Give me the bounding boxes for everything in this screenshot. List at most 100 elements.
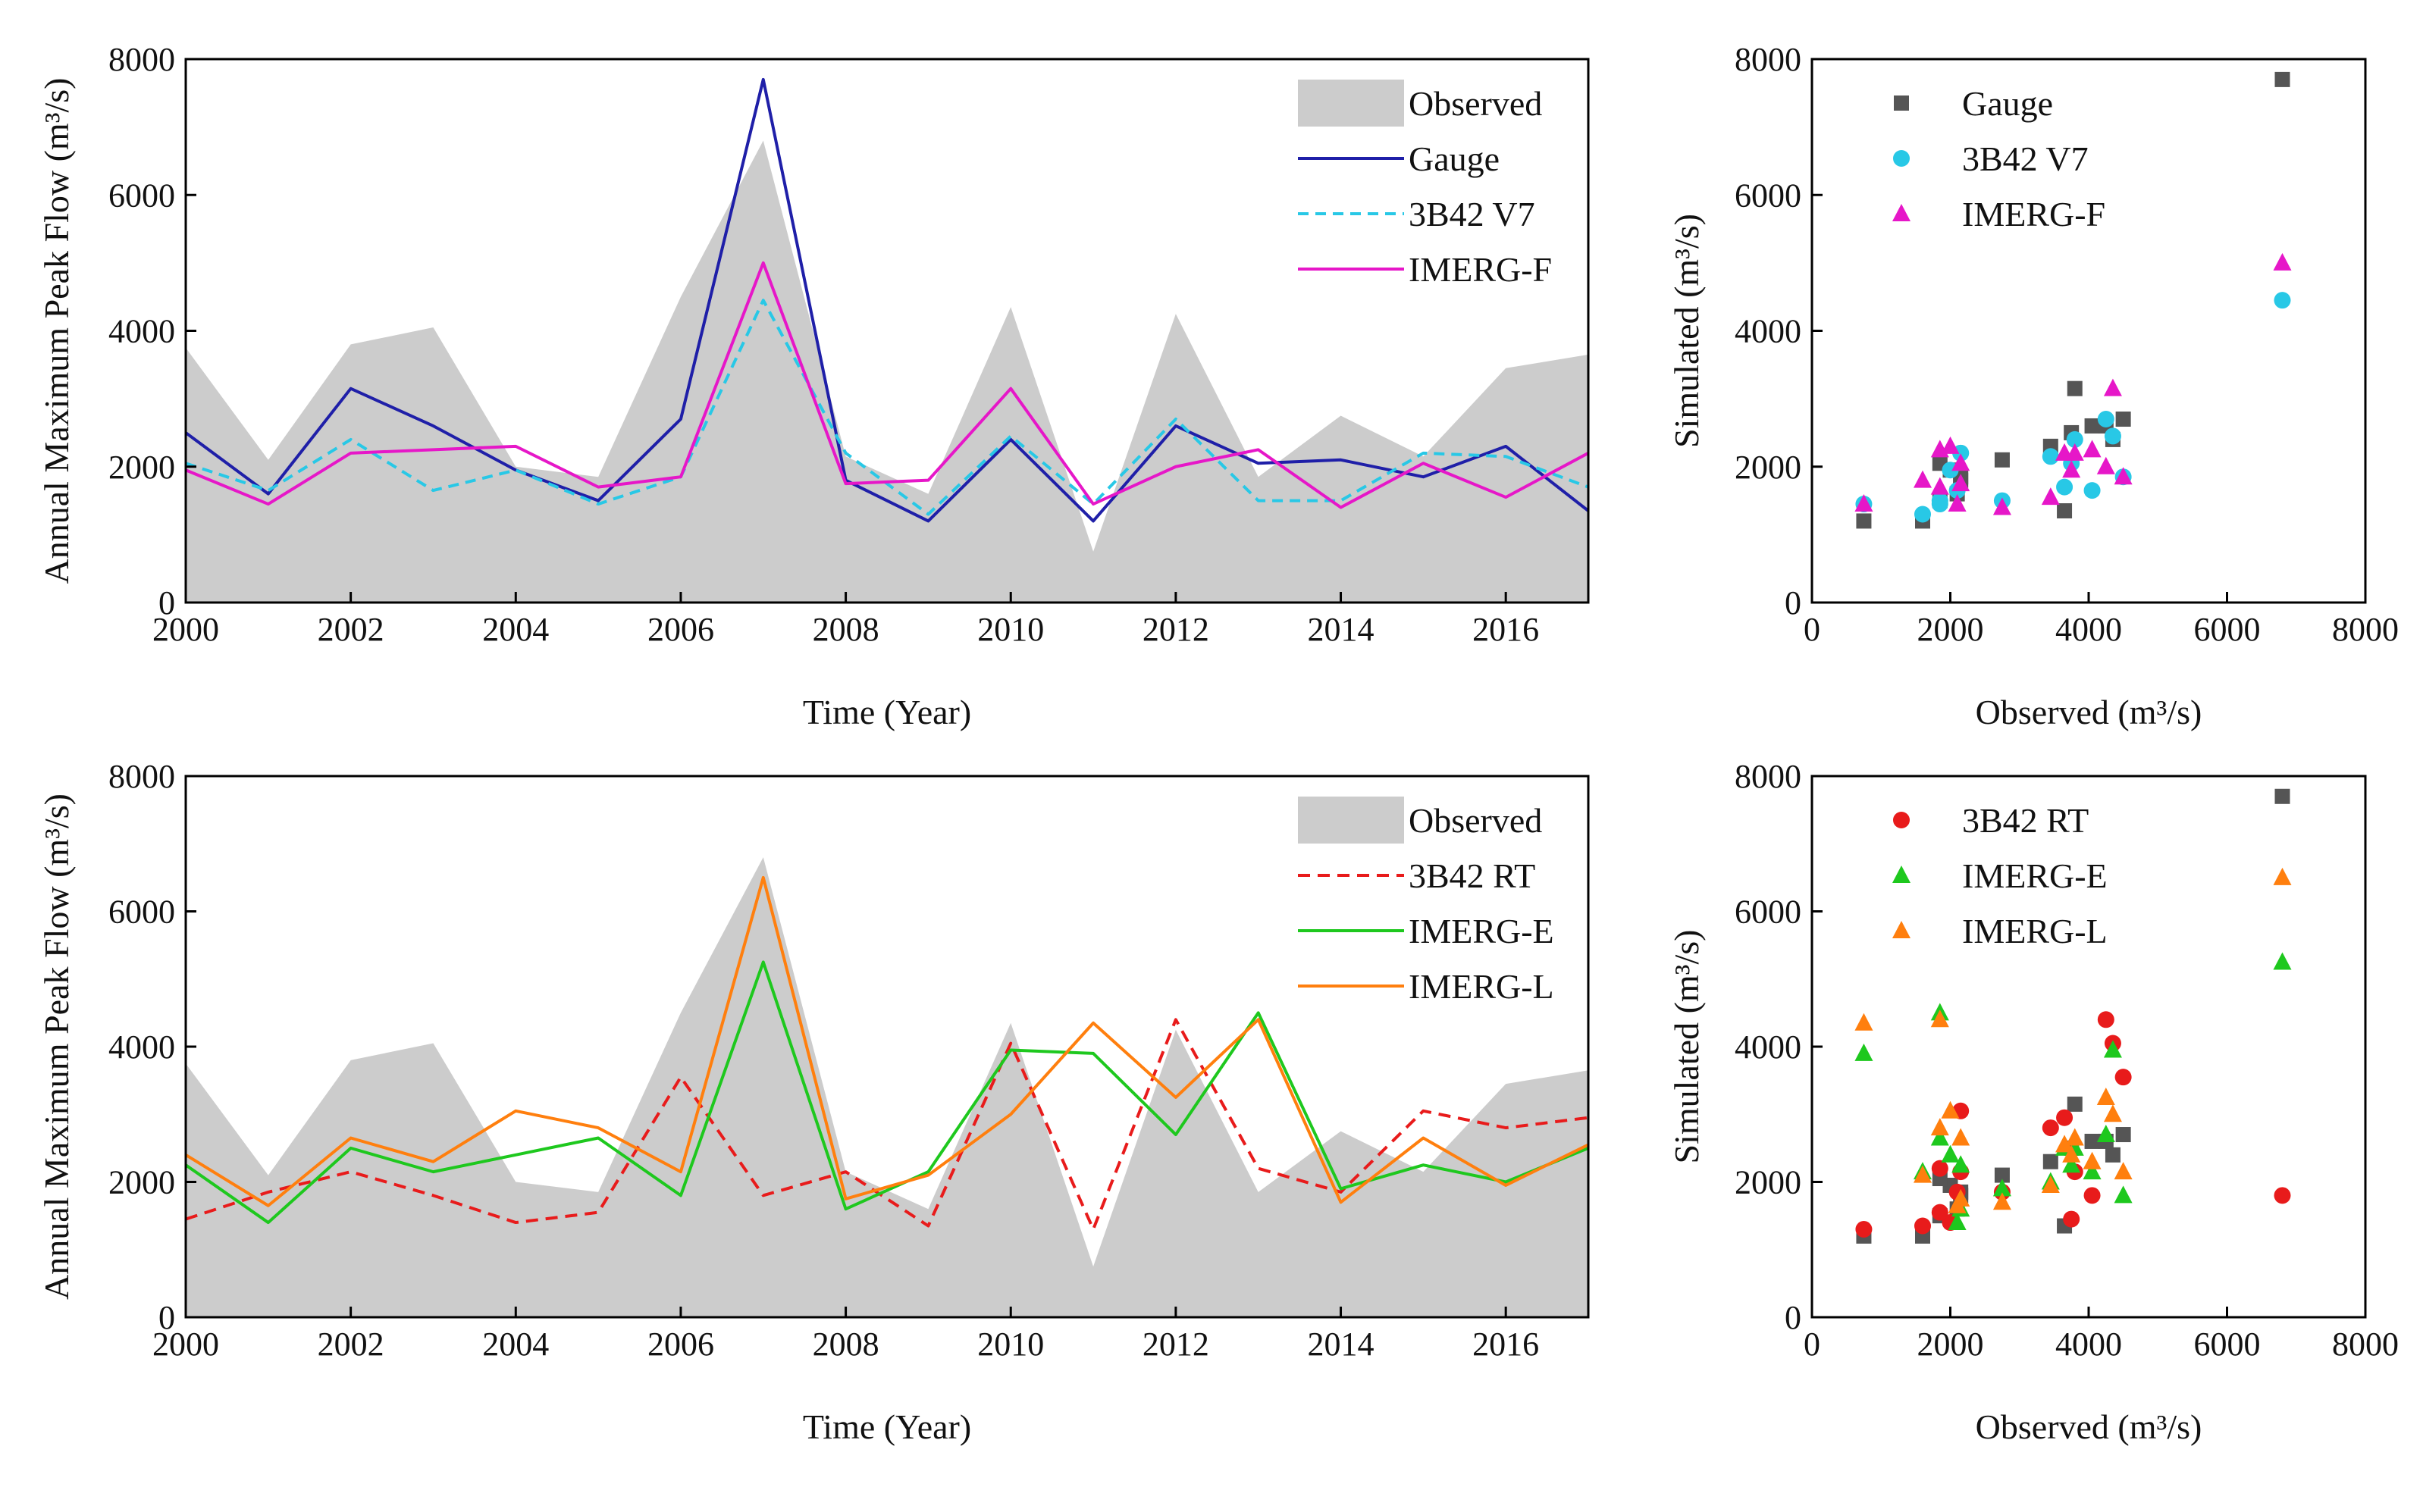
scatter-bottom-panel: 0 2000 4000 6000 8000 0 2000 4000 6000 8000 Observ… [1667, 758, 2399, 1446]
point-3b42-rt [2274, 1187, 2291, 1204]
x-tick-label: 2000 [152, 1326, 219, 1363]
point-imerg-f [1948, 494, 1967, 512]
point-imerg-e [2103, 1040, 2122, 1058]
x-tick-label: 2006 [647, 611, 714, 648]
legend-label: 3B42 RT [1409, 856, 1535, 895]
point-imerg-f [1941, 436, 1960, 454]
time-series-top-panel: 2000 2002 2004 2006 2008 2010 2012 2014 20160200… [37, 41, 1590, 731]
point-imerg-l [1930, 1010, 1949, 1028]
point-gauge [2067, 1096, 2083, 1112]
point-imerg-e [2114, 1185, 2133, 1204]
y-axis-title: Annual Maximum Peak Flow (m³/s) [37, 794, 76, 1300]
x-tick-label: 8000 [2332, 611, 2399, 648]
point-imerg-e [1992, 1179, 2011, 1197]
x-tick-label: 2002 [318, 1326, 384, 1363]
y-tick-label: 6000 [1735, 894, 1801, 931]
legend-marker-imerg-l [1892, 921, 1911, 938]
point-imerg-f [1930, 477, 1949, 495]
x-axis-title: Time (Year) [803, 693, 971, 731]
point-imerg-l [2273, 867, 2292, 885]
point-imerg-f [2041, 487, 2060, 506]
point-gauge [2274, 788, 2290, 804]
point-3b42-rt [2063, 1210, 2080, 1228]
point-imerg-f [2114, 467, 2133, 485]
point-3b42-v7 [2104, 427, 2121, 445]
point-gauge [2105, 1147, 2121, 1163]
legend: 3B42 RT IMERG-E IMERG-L [1892, 801, 2108, 950]
point-imerg-l [1854, 1013, 1873, 1031]
point-imerg-f [1930, 440, 1949, 458]
point-gauge [2057, 503, 2073, 519]
series-line-imerg-e [184, 960, 1589, 1225]
x-tick-label: 2016 [1472, 611, 1539, 648]
y-tick-label: 0 [1785, 584, 1801, 621]
legend: Observed Gauge 3B42 V7 IMERG-F [1298, 80, 1552, 289]
point-imerg-e [2083, 1162, 2102, 1180]
legend-label: IMERG-E [1962, 856, 2108, 895]
x-tick-label: 0 [1804, 611, 1820, 648]
point-3b42-rt [2056, 1109, 2073, 1126]
point-imerg-f [1951, 474, 1970, 492]
legend-label: IMERG-L [1962, 912, 2108, 950]
x-tick-label: 2010 [977, 611, 1044, 648]
point-imerg-f [1951, 453, 1970, 471]
point-gauge [2067, 380, 2083, 396]
x-tick-label: 2000 [1917, 611, 1984, 648]
point-gauge [1994, 1167, 2010, 1183]
point-3b42-rt [1931, 1160, 1948, 1177]
point-imerg-l [2083, 1151, 2102, 1169]
y-tick-label: 2000 [108, 449, 175, 486]
point-3b42-v7 [2056, 478, 2073, 496]
legend-label: IMERG-F [1962, 195, 2105, 233]
point-imerg-e [2062, 1155, 2081, 1173]
x-tick-label: 2012 [1143, 1326, 1209, 1363]
point-imerg-f [1992, 497, 2011, 515]
legend-swatch-observed [1298, 797, 1404, 844]
legend-label-observed: Observed [1409, 84, 1542, 123]
point-3b42-v7 [2097, 411, 2114, 428]
point-imerg-l [1941, 1100, 1960, 1119]
legend-label: 3B42 V7 [1962, 139, 2089, 178]
x-tick-label: 2008 [813, 611, 879, 648]
x-tick-label: 2008 [813, 1326, 879, 1363]
point-imerg-l [1951, 1188, 1970, 1207]
point-imerg-f [2273, 252, 2292, 271]
y-axis-title: Simulated (m³/s) [1667, 930, 1706, 1164]
point-imerg-f [2096, 456, 2115, 474]
x-tick-label: 2002 [318, 611, 384, 648]
y-tick-label: 0 [158, 584, 175, 621]
point-imerg-f [2103, 378, 2122, 396]
y-axis-title: Simulated (m³/s) [1667, 214, 1706, 448]
point-3b42-rt [1855, 1220, 1873, 1238]
point-imerg-l [2096, 1087, 2115, 1105]
x-tick-label: 6000 [2194, 1326, 2261, 1363]
x-tick-label: 2010 [977, 1326, 1044, 1363]
legend-label: 3B42 V7 [1409, 195, 1535, 233]
x-axis-title: Observed (m³/s) [1976, 693, 2202, 731]
legend-label-observed: Observed [1409, 801, 1542, 840]
time-series-bottom-panel: 2000 2002 2004 2006 2008 2010 2012 2014 20160200… [37, 758, 1590, 1446]
point-imerg-l [2114, 1162, 2133, 1180]
point-imerg-l [1930, 1118, 1949, 1136]
legend: Gauge 3B42 V7 IMERG-F [1892, 84, 2105, 233]
point-3b42-v7 [2083, 482, 2101, 499]
point-imerg-l [1951, 1128, 1970, 1146]
point-3b42-rt [2083, 1187, 2101, 1204]
x-tick-label: 0 [1804, 1326, 1820, 1363]
point-imerg-f [1854, 494, 1873, 512]
point-imerg-f [2055, 443, 2074, 461]
point-imerg-l [2065, 1128, 2084, 1146]
point-imerg-e [2273, 952, 2292, 970]
point-gauge [1856, 513, 1872, 529]
series-line-imerg-f [185, 261, 1589, 509]
x-tick-label: 2000 [1917, 1326, 1984, 1363]
y-tick-label: 6000 [108, 177, 175, 214]
point-gauge [2115, 412, 2131, 427]
y-tick-label: 4000 [1735, 313, 1801, 350]
y-tick-label: 6000 [108, 894, 175, 931]
point-imerg-l [1992, 1192, 2011, 1210]
point-imerg-l [1914, 1165, 1932, 1183]
point-imerg-f [2062, 460, 2081, 478]
point-imerg-e [1930, 1128, 1949, 1146]
x-tick-label: 2004 [482, 611, 549, 648]
